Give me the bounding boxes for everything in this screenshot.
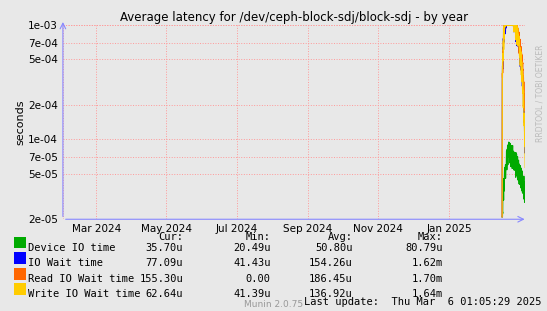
Text: RRDTOOL / TOBI OETIKER: RRDTOOL / TOBI OETIKER [536, 44, 544, 142]
Text: 136.92u: 136.92u [309, 289, 353, 299]
Text: 80.79u: 80.79u [405, 243, 443, 253]
Text: 0.00: 0.00 [246, 274, 271, 284]
Text: 41.39u: 41.39u [233, 289, 271, 299]
Text: 1.62m: 1.62m [412, 258, 443, 268]
Text: IO Wait time: IO Wait time [28, 258, 103, 268]
Text: 155.30u: 155.30u [139, 274, 183, 284]
Text: 50.80u: 50.80u [315, 243, 353, 253]
Text: Avg:: Avg: [328, 232, 353, 242]
Text: 77.09u: 77.09u [146, 258, 183, 268]
Y-axis label: seconds: seconds [15, 99, 25, 145]
Text: Cur:: Cur: [158, 232, 183, 242]
Text: 1.70m: 1.70m [412, 274, 443, 284]
Text: Max:: Max: [418, 232, 443, 242]
Text: 154.26u: 154.26u [309, 258, 353, 268]
Text: Min:: Min: [246, 232, 271, 242]
Text: Munin 2.0.75: Munin 2.0.75 [244, 300, 303, 309]
Text: 1.64m: 1.64m [412, 289, 443, 299]
Text: Read IO Wait time: Read IO Wait time [28, 274, 135, 284]
Text: 35.70u: 35.70u [146, 243, 183, 253]
Text: Write IO Wait time: Write IO Wait time [28, 289, 141, 299]
Text: 41.43u: 41.43u [233, 258, 271, 268]
Text: 186.45u: 186.45u [309, 274, 353, 284]
Text: 62.64u: 62.64u [146, 289, 183, 299]
Text: Last update:  Thu Mar  6 01:05:29 2025: Last update: Thu Mar 6 01:05:29 2025 [304, 297, 542, 307]
Text: Device IO time: Device IO time [28, 243, 116, 253]
Title: Average latency for /dev/ceph-block-sdj/block-sdj - by year: Average latency for /dev/ceph-block-sdj/… [120, 11, 468, 24]
Text: 20.49u: 20.49u [233, 243, 271, 253]
